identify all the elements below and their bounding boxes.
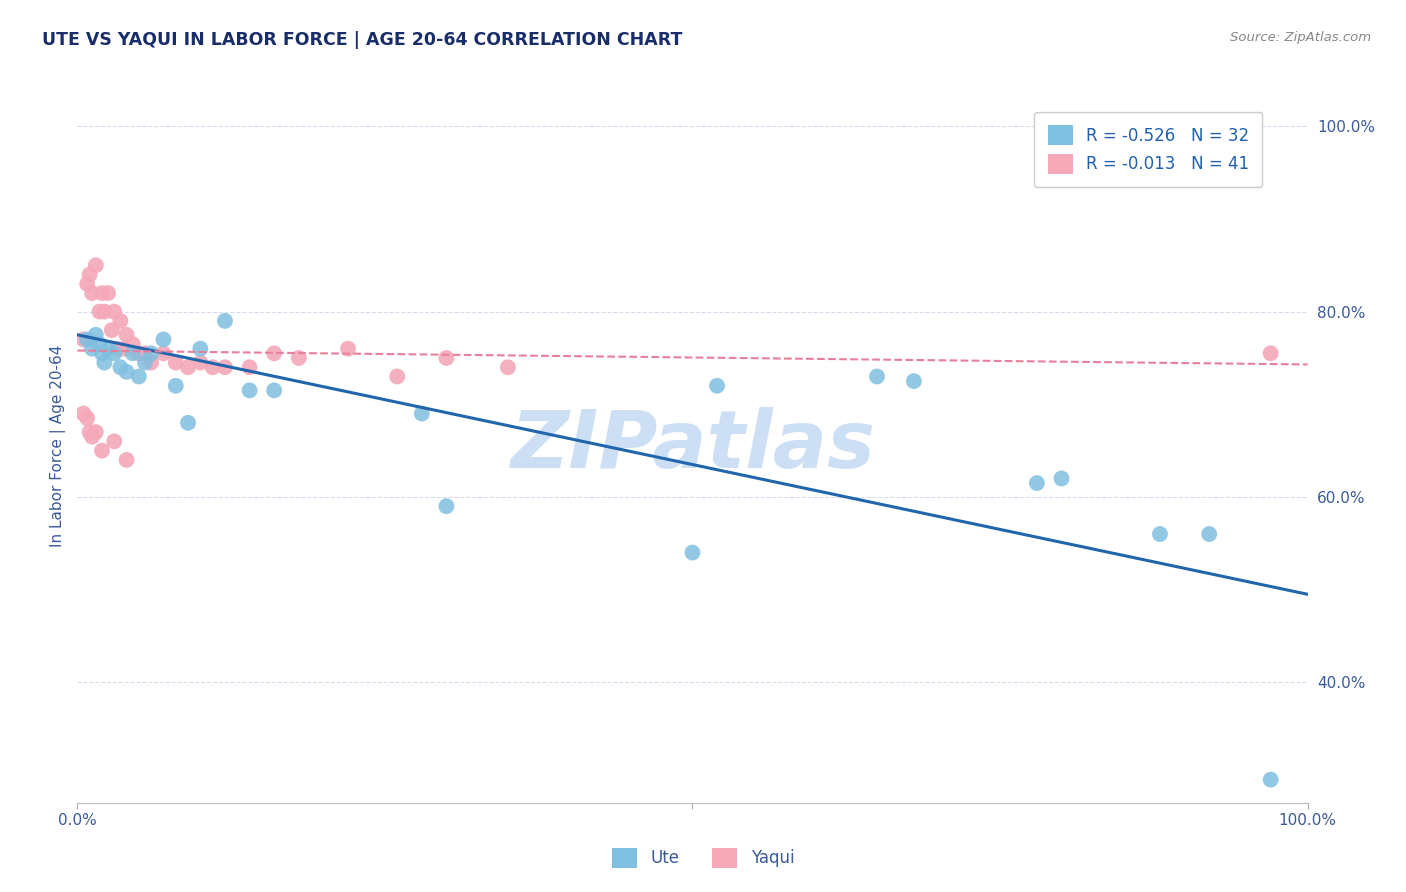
Point xyxy=(903,374,925,388)
Point xyxy=(84,327,107,342)
Point xyxy=(128,369,150,384)
Point xyxy=(121,346,143,360)
Point xyxy=(436,500,458,514)
Point xyxy=(152,346,174,360)
Legend: R = -0.526   N = 32, R = -0.013   N = 41: R = -0.526 N = 32, R = -0.013 N = 41 xyxy=(1035,112,1263,187)
Point xyxy=(1260,346,1282,360)
Point xyxy=(214,360,236,375)
Point xyxy=(112,342,135,356)
Point xyxy=(103,434,125,449)
Point xyxy=(76,277,98,291)
Point xyxy=(1026,476,1049,491)
Point xyxy=(1260,772,1282,787)
Point xyxy=(128,346,150,360)
Point xyxy=(82,342,104,356)
Point xyxy=(90,443,114,458)
Point xyxy=(101,323,124,337)
Point xyxy=(263,384,285,398)
Point xyxy=(110,360,132,375)
Point xyxy=(201,360,224,375)
Point xyxy=(177,360,200,375)
Point xyxy=(1149,527,1171,541)
Point xyxy=(141,355,163,369)
Point xyxy=(103,346,125,360)
Text: Source: ZipAtlas.com: Source: ZipAtlas.com xyxy=(1230,31,1371,45)
Point xyxy=(105,342,128,356)
Point xyxy=(89,304,111,318)
Point xyxy=(682,545,704,559)
Point xyxy=(76,411,98,425)
Point xyxy=(152,333,174,347)
Point xyxy=(115,365,138,379)
Point xyxy=(387,369,409,384)
Point xyxy=(84,425,107,439)
Point xyxy=(706,378,728,392)
Point xyxy=(436,351,458,365)
Point xyxy=(239,360,262,375)
Point xyxy=(110,314,132,328)
Point xyxy=(190,355,212,369)
Point xyxy=(121,337,143,351)
Point xyxy=(76,333,98,347)
Point xyxy=(84,258,107,272)
Text: UTE VS YAQUI IN LABOR FORCE | AGE 20-64 CORRELATION CHART: UTE VS YAQUI IN LABOR FORCE | AGE 20-64 … xyxy=(42,31,682,49)
Point xyxy=(90,346,114,360)
Point xyxy=(165,355,187,369)
Point xyxy=(1198,527,1220,541)
Point xyxy=(411,407,433,421)
Point xyxy=(214,314,236,328)
Point xyxy=(177,416,200,430)
Point xyxy=(79,268,101,282)
Point xyxy=(82,286,104,301)
Point xyxy=(103,304,125,318)
Point xyxy=(115,453,138,467)
Point xyxy=(90,286,114,301)
Point xyxy=(134,346,156,360)
Point xyxy=(115,327,138,342)
Point xyxy=(190,342,212,356)
Point xyxy=(72,333,94,347)
Point xyxy=(97,286,120,301)
Point xyxy=(82,430,104,444)
Legend: Ute, Yaqui: Ute, Yaqui xyxy=(605,841,801,875)
Point xyxy=(866,369,889,384)
Point xyxy=(93,355,115,369)
Point xyxy=(72,407,94,421)
Point xyxy=(263,346,285,360)
Point xyxy=(141,346,163,360)
Point xyxy=(496,360,519,375)
Point xyxy=(134,355,156,369)
Point xyxy=(89,337,111,351)
Text: ZIPatlas: ZIPatlas xyxy=(510,407,875,485)
Point xyxy=(1050,471,1073,485)
Point xyxy=(239,384,262,398)
Y-axis label: In Labor Force | Age 20-64: In Labor Force | Age 20-64 xyxy=(51,345,66,547)
Point xyxy=(288,351,311,365)
Point xyxy=(337,342,360,356)
Point xyxy=(79,425,101,439)
Point xyxy=(165,378,187,392)
Point xyxy=(97,342,120,356)
Point xyxy=(93,304,115,318)
